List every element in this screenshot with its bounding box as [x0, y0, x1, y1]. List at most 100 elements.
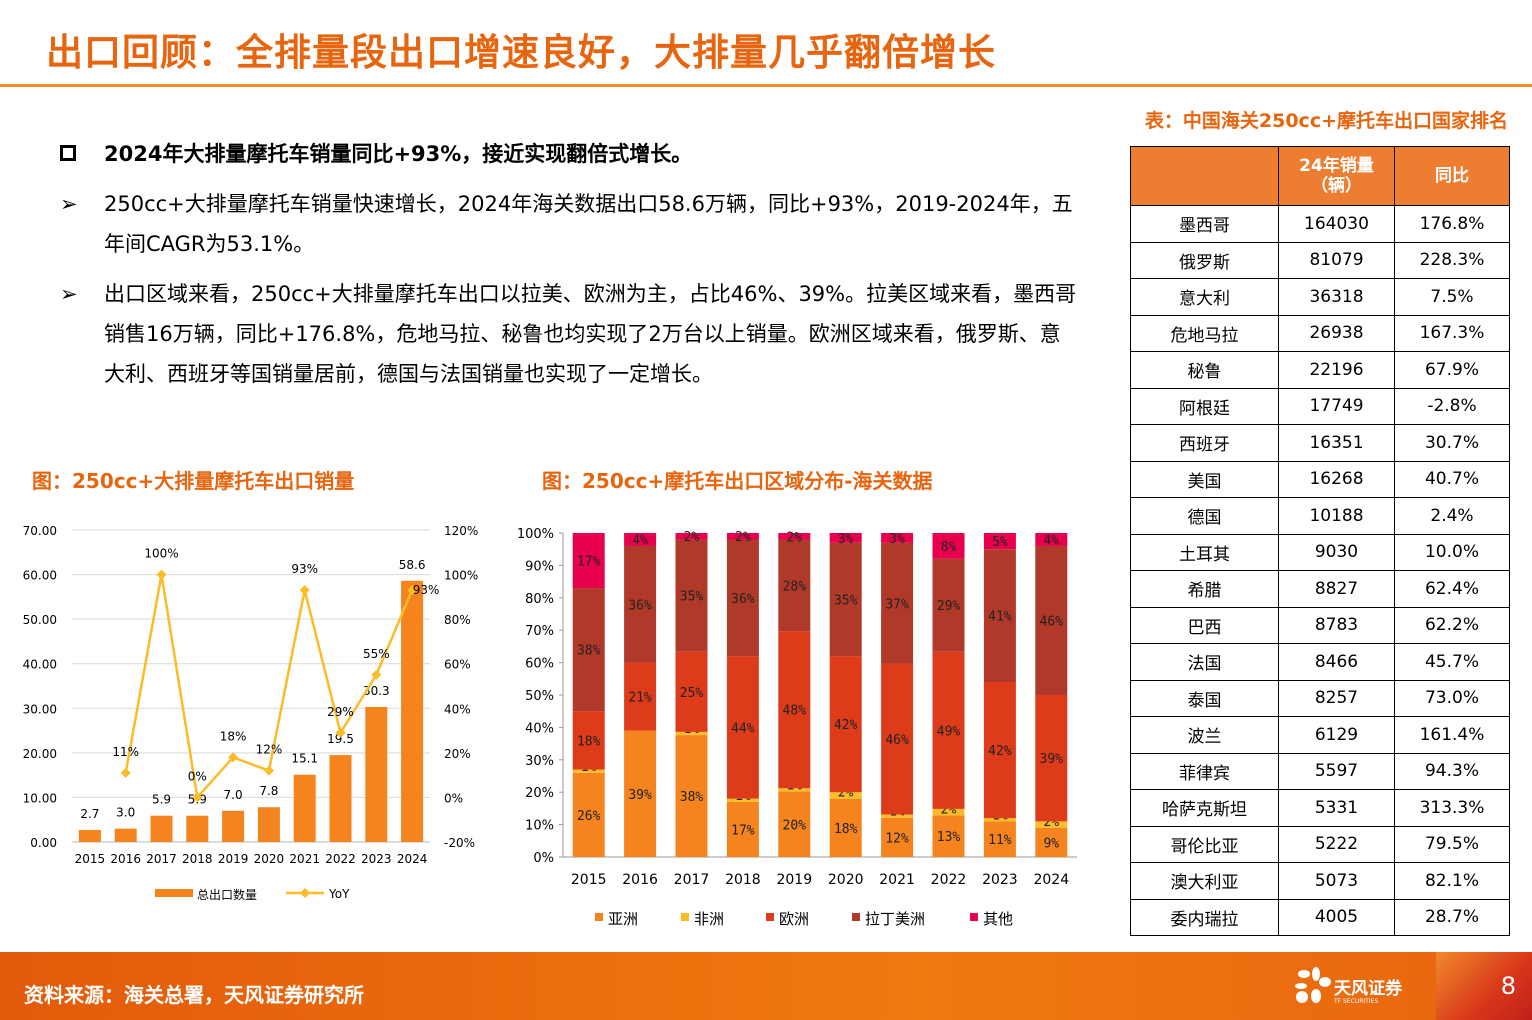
segment-data-label: 26% [577, 809, 601, 824]
stacked-bar-segment [881, 542, 914, 664]
stacked-bar-segment [881, 533, 914, 543]
x-tick-label: 2017 [146, 852, 177, 866]
source-note: 资料来源：海关总署，天风证券研究所 [24, 983, 364, 1007]
bullet-item: ➢ 出口区域来看，250cc+大排量摩托车出口以拉美、欧洲为主，占比46%、39%… [60, 274, 1080, 394]
segment-data-label: 8% [941, 540, 957, 555]
country-cell: 波兰 [1130, 716, 1279, 754]
bar-data-label: 58.6 [399, 558, 426, 572]
table-row: 西班牙 16351 30.7% [1130, 424, 1510, 462]
stacked-bar-segment [932, 815, 965, 857]
flower-logo-icon [1295, 967, 1331, 1003]
yoy-marker [192, 792, 203, 803]
table-row: 泰国 8257 73.0% [1130, 679, 1510, 717]
sales-cell: 81079 [1278, 241, 1395, 279]
x-tick-label: 2021 [879, 872, 915, 888]
stacked-bar-segment [778, 788, 811, 792]
y2-tick-label: 120% [444, 524, 478, 538]
y-tick-label: 30.00 [23, 702, 57, 716]
segment-data-label: 35% [834, 593, 858, 608]
stacked-bar-segment [778, 791, 811, 857]
stacked-bar-segment [932, 558, 965, 652]
sales-cell: 22196 [1278, 351, 1395, 389]
y-tick-label: 60.00 [23, 569, 57, 583]
stacked-bar-segment [829, 656, 862, 793]
x-tick-label: 2018 [725, 872, 761, 888]
segment-data-label: 39% [1040, 752, 1064, 767]
bar [293, 774, 316, 842]
country-cell: 法国 [1130, 643, 1279, 681]
legend-label: 亚洲 [608, 910, 638, 928]
legend-swatch [852, 913, 860, 921]
segment-data-label: 36% [731, 592, 755, 607]
stacked-bar-segment [829, 792, 862, 799]
country-cell: 秘鲁 [1130, 351, 1279, 389]
y-tick-label: 10% [525, 819, 554, 834]
sales-cell: 8257 [1278, 679, 1395, 717]
table-row: 土耳其 9030 10.0% [1130, 533, 1510, 571]
segment-data-label: 17% [731, 823, 755, 838]
sales-cell: 9030 [1278, 533, 1395, 571]
x-tick-label: 2023 [361, 852, 392, 866]
yoy-cell: 82.1% [1394, 862, 1510, 900]
y-tick-label: 20% [525, 786, 554, 801]
stacked-bar-segment [1035, 821, 1068, 828]
yoy-data-label: 93% [413, 583, 440, 597]
stacked-bar-segment [624, 730, 657, 857]
y-tick-label: 40.00 [23, 658, 57, 672]
yoy-cell: 30.7% [1394, 424, 1510, 462]
stacked-bar-segment [778, 533, 811, 540]
country-cell: 泰国 [1130, 679, 1279, 717]
x-tick-label: 2016 [622, 872, 658, 888]
segment-data-label: 42% [988, 744, 1012, 759]
sales-cell: 17749 [1278, 387, 1395, 425]
bar-data-label: 19.5 [327, 732, 354, 746]
stacked-bar-segment [675, 539, 708, 652]
segment-data-label: 17% [577, 555, 601, 570]
bar-data-label: 15.1 [291, 752, 318, 766]
bullet-text: 出口区域来看，250cc+大排量摩托车出口以拉美、欧洲为主，占比46%、39%。… [104, 282, 1077, 386]
title-divider [0, 84, 1532, 87]
stacked-bar-segment [983, 818, 1016, 822]
yoy-cell: 62.2% [1394, 606, 1510, 644]
yoy-cell: 2.4% [1394, 497, 1510, 535]
stacked-bar-segment [829, 542, 862, 657]
bar [329, 755, 352, 842]
sales-cell: 5597 [1278, 752, 1395, 790]
sales-cell: 36318 [1278, 278, 1395, 316]
country-cell: 德国 [1130, 497, 1279, 535]
country-cell: 哥伦比亚 [1130, 825, 1279, 863]
x-tick-label: 2019 [776, 872, 812, 888]
arrow-bullet-icon: ➢ [60, 192, 78, 216]
yoy-marker [228, 752, 239, 763]
y2-tick-label: 80% [444, 613, 471, 627]
sales-cell: 8466 [1278, 643, 1395, 681]
yoy-data-label: 55% [363, 647, 390, 661]
stacked-bar-segment [675, 533, 708, 540]
y-tick-label: 80% [525, 592, 554, 607]
stacked-bar-segment [675, 651, 708, 732]
yoy-cell: 167.3% [1394, 314, 1510, 352]
country-cell: 美国 [1130, 460, 1279, 498]
x-tick-label: 2018 [182, 852, 213, 866]
bar-data-label: 3.0 [116, 806, 135, 820]
stacked-bar-segment [983, 549, 1016, 683]
stacked-bar-segment [726, 533, 759, 540]
x-tick-label: 2022 [931, 872, 967, 888]
yoy-cell: 94.3% [1394, 752, 1510, 790]
stacked-bar-segment [881, 817, 914, 857]
country-cell: 巴西 [1130, 606, 1279, 644]
stacked-bar-segment [572, 711, 605, 770]
yoy-data-label: 29% [327, 705, 354, 719]
segment-data-label: 46% [1040, 614, 1064, 629]
segment-data-label: 38% [577, 644, 601, 659]
segment-data-label: 21% [628, 691, 652, 706]
stacked-bar-segment [829, 798, 862, 857]
y-tick-label: 60% [525, 657, 554, 672]
stacked-bar-segment [778, 631, 811, 789]
x-tick-label: 2016 [110, 852, 141, 866]
segment-data-label: 37% [885, 597, 909, 612]
country-cell: 西班牙 [1130, 424, 1279, 462]
country-cell: 菲律宾 [1130, 752, 1279, 790]
yoy-cell: 67.9% [1394, 351, 1510, 389]
x-tick-label: 2020 [828, 872, 864, 888]
